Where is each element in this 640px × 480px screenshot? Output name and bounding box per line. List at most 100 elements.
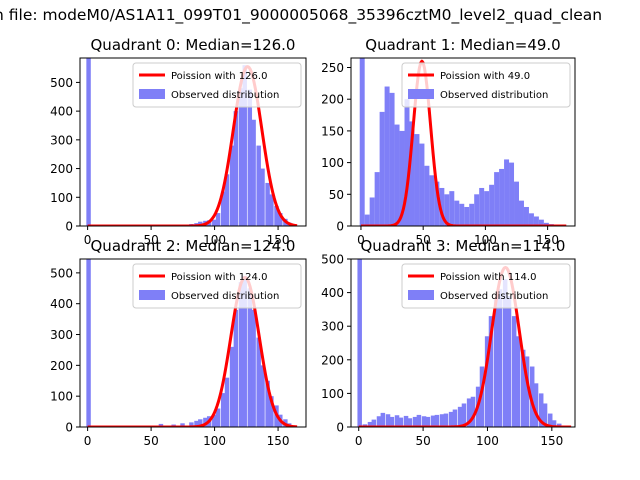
legend-box bbox=[401, 62, 571, 108]
histogram-bar bbox=[444, 194, 450, 226]
y-tick-label: 400 bbox=[50, 105, 73, 119]
histogram-bar bbox=[251, 119, 256, 226]
x-tick-label: 0 bbox=[357, 233, 365, 247]
y-tick-label: 300 bbox=[321, 320, 344, 334]
histogram-bar bbox=[509, 162, 515, 226]
histogram-bar bbox=[542, 403, 548, 427]
histogram-bar bbox=[466, 398, 472, 427]
histogram-bar bbox=[414, 134, 420, 226]
histogram-bar bbox=[189, 422, 194, 427]
histogram-bar bbox=[229, 145, 235, 226]
histogram-bar bbox=[425, 416, 431, 427]
histogram-bar bbox=[260, 168, 265, 226]
histogram-bar bbox=[515, 336, 521, 427]
histogram-bar bbox=[398, 417, 404, 427]
histogram-bar bbox=[488, 316, 494, 427]
histogram-bar bbox=[224, 174, 230, 226]
histogram-bar bbox=[409, 121, 415, 226]
histogram-bar bbox=[443, 413, 449, 427]
histogram-bar bbox=[359, 58, 365, 226]
histogram-bar bbox=[416, 414, 422, 427]
histogram-bar bbox=[434, 414, 440, 427]
legend-hist-swatch bbox=[139, 89, 165, 99]
histogram-bar bbox=[364, 214, 370, 226]
y-tick-label: 0 bbox=[65, 220, 73, 234]
legend-box bbox=[401, 263, 571, 309]
histogram-bar bbox=[533, 216, 539, 226]
histogram-bar bbox=[394, 124, 400, 226]
x-tick-label: 0 bbox=[84, 233, 92, 247]
histogram-bar bbox=[265, 182, 270, 226]
histogram-bar bbox=[448, 411, 454, 427]
poisson-curve bbox=[360, 59, 567, 226]
quadrant-2-panel: 0 50 100 150 0 100 200 300 400 500 Quadrant 2: Med… bbox=[50, 237, 307, 448]
histogram-bar bbox=[242, 65, 247, 226]
legend-line-label: Poission with 49.0 bbox=[440, 71, 530, 82]
y-tick-label: 200 bbox=[50, 359, 73, 373]
histogram-bar bbox=[419, 143, 425, 226]
histogram-bar bbox=[215, 408, 221, 427]
x-tick-label: 100 bbox=[474, 233, 497, 247]
y-tick-label: 500 bbox=[50, 266, 73, 280]
histogram-bar bbox=[424, 165, 430, 226]
y-tick-label: 200 bbox=[321, 353, 344, 367]
histogram-bar bbox=[274, 205, 279, 226]
histogram-bar bbox=[399, 130, 405, 226]
y-tick-label: 100 bbox=[50, 390, 73, 404]
x-tick-label: 50 bbox=[143, 233, 158, 247]
quadrant-3-panel: 0 50 100 150 0 100 200 300 400 500 Quadrant 3: Med… bbox=[321, 237, 576, 448]
y-tick-label: 400 bbox=[321, 286, 344, 300]
histogram-bar bbox=[484, 191, 490, 226]
histogram-bar bbox=[502, 279, 508, 427]
legend-hist-label: Observed distribution bbox=[440, 90, 548, 101]
axes-frame bbox=[350, 57, 576, 227]
histogram-bar bbox=[494, 172, 500, 226]
panel-title: Quadrant 0: Median=126.0 bbox=[91, 36, 296, 54]
histogram-bar bbox=[384, 86, 390, 226]
histogram-bar bbox=[212, 219, 217, 226]
histogram-bar bbox=[452, 409, 458, 427]
axes-frame bbox=[79, 258, 307, 428]
histogram-bar bbox=[523, 206, 529, 226]
histogram-bar bbox=[374, 172, 380, 226]
histogram-bar bbox=[461, 403, 467, 427]
histogram-bar bbox=[404, 99, 410, 226]
histogram-bar bbox=[220, 393, 226, 427]
histogram-bar bbox=[278, 213, 283, 226]
histogram-bar bbox=[247, 288, 253, 427]
histogram-bar bbox=[367, 421, 373, 427]
legend-hist-swatch bbox=[408, 290, 434, 300]
legend-hist-label: Observed distribution bbox=[171, 291, 279, 302]
histogram-bar bbox=[407, 418, 413, 427]
panel-title: Quadrant 2: Median=124.0 bbox=[91, 237, 296, 255]
histogram-bar bbox=[464, 206, 470, 226]
histogram-bar bbox=[269, 194, 274, 226]
histogram-bar bbox=[180, 423, 185, 427]
x-tick-label: 150 bbox=[267, 233, 290, 247]
histogram-bar bbox=[242, 275, 247, 427]
axes-frame bbox=[350, 258, 576, 428]
y-tick-label: 100 bbox=[321, 156, 344, 170]
histogram-bar bbox=[430, 415, 436, 427]
histogram-bar bbox=[497, 289, 503, 427]
histogram-bar bbox=[421, 416, 427, 427]
histogram-bar bbox=[224, 377, 230, 427]
histogram-bar bbox=[394, 415, 400, 427]
histogram-bar bbox=[479, 187, 485, 226]
histogram-bar bbox=[457, 406, 463, 427]
histogram-bar bbox=[194, 420, 199, 427]
histogram-bar bbox=[543, 222, 549, 226]
histogram-bar bbox=[86, 58, 91, 226]
legend-box bbox=[132, 62, 302, 108]
histogram-bar bbox=[469, 203, 475, 226]
x-tick-label: 100 bbox=[476, 434, 499, 448]
x-tick-label: 150 bbox=[267, 434, 290, 448]
figure-suptitle: n file: modeM0/AS1A11_099T01_9000005068_… bbox=[0, 6, 602, 25]
histogram-bar bbox=[251, 309, 256, 427]
poisson-curve bbox=[358, 265, 572, 427]
histogram-bar bbox=[385, 414, 391, 427]
histogram-bar bbox=[439, 414, 445, 427]
histogram-bar bbox=[233, 309, 239, 427]
legend-box bbox=[132, 263, 302, 309]
y-tick-label: 250 bbox=[321, 61, 344, 75]
